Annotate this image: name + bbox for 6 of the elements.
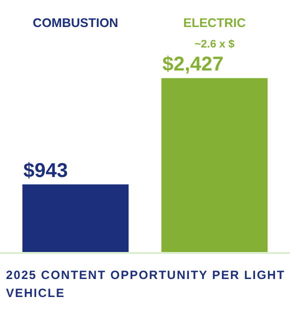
x-tick-label: ELECTRIC bbox=[183, 16, 246, 30]
text: 2025 CONTENT OPPORTUNITY PER LIGHT VEHICLE bbox=[6, 267, 286, 302]
data-label: $943 bbox=[23, 160, 68, 182]
x-tick-label: COMBUSTION bbox=[32, 16, 118, 30]
text: ~2.6 x $ bbox=[194, 38, 235, 51]
data-label: $2,427 bbox=[162, 54, 224, 76]
